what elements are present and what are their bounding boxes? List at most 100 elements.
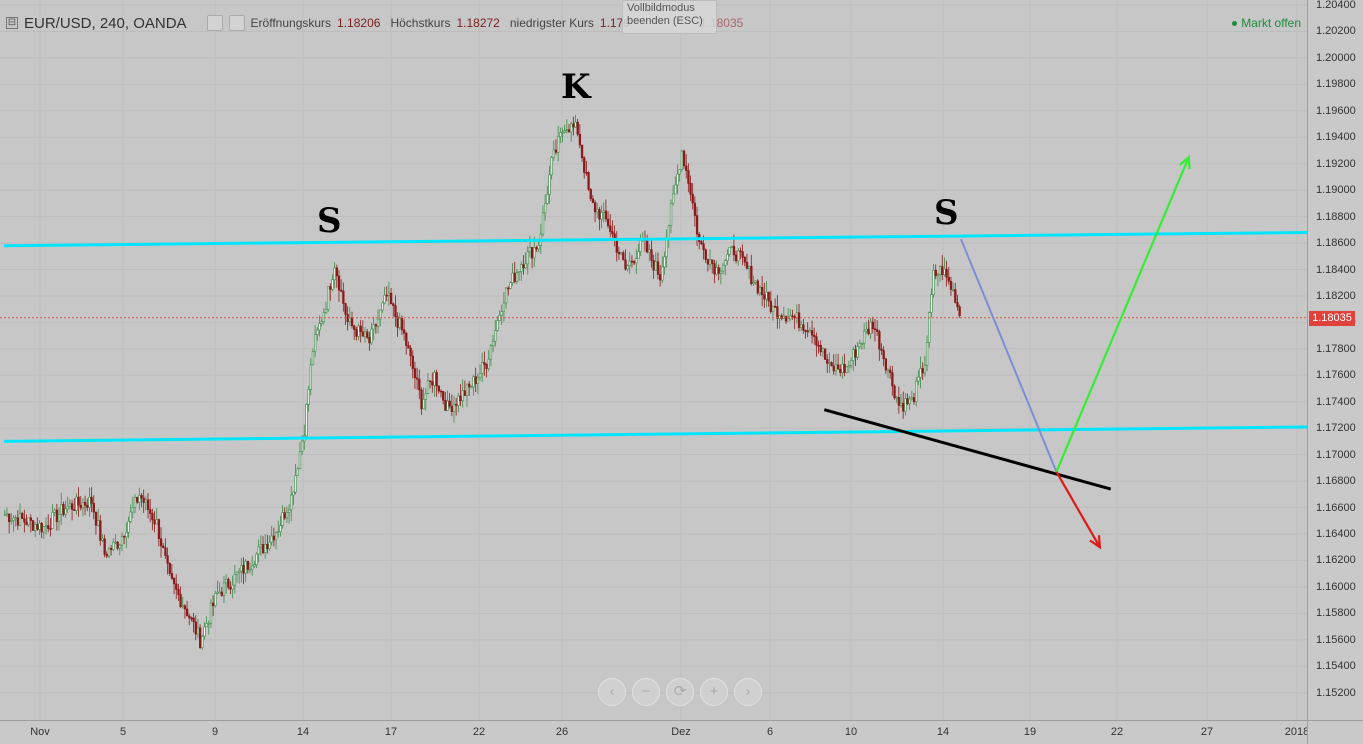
price-tick-label: 1.18200 — [1316, 289, 1356, 302]
candle-up — [422, 399, 425, 410]
price-axis[interactable]: 1.15200 1.15400 1.15600 1.15800 1.16000 1.162… — [1307, 0, 1363, 720]
candle-down — [598, 209, 601, 220]
time-tick-label: 17 — [384, 726, 398, 738]
candle-down — [353, 325, 356, 330]
candle-up — [619, 252, 623, 255]
candle-up — [320, 321, 323, 324]
candle-up — [930, 294, 933, 313]
scroll-right-icon[interactable]: › — [734, 678, 762, 706]
candle-up — [305, 403, 308, 437]
candle-up — [491, 340, 495, 347]
candle-up — [858, 343, 861, 348]
candle-down — [776, 306, 779, 319]
candle-down — [227, 578, 230, 588]
price-chart[interactable] — [0, 0, 1307, 720]
time-tick-label: 26 — [555, 726, 569, 738]
candle-down — [585, 172, 588, 174]
candle-down — [739, 250, 742, 253]
bullish-target-arrow-head — [1179, 154, 1191, 170]
time-tick-label: 22 — [1110, 726, 1124, 738]
candle-down — [956, 302, 959, 308]
candle-down — [604, 210, 608, 220]
candle-down — [572, 123, 575, 128]
price-tick-label: 1.17400 — [1316, 395, 1356, 408]
candle-down — [691, 193, 694, 204]
bearish-target-arrow-head — [1089, 535, 1102, 550]
candle-down — [463, 390, 467, 396]
candle-up — [856, 346, 859, 358]
candle-down — [802, 324, 805, 331]
candle-up — [307, 388, 310, 405]
candle-down — [750, 265, 753, 285]
scroll-left-icon[interactable]: ‹ — [598, 678, 626, 706]
candle-up — [771, 305, 775, 312]
candle-down — [140, 495, 143, 499]
zoom-out-icon[interactable]: − — [632, 678, 660, 706]
candle-down — [361, 331, 365, 337]
candle-down — [693, 202, 697, 216]
candle-up — [541, 212, 545, 235]
open-label: Eröffnungskurs — [250, 16, 332, 30]
zoom-in-icon[interactable]: + — [700, 678, 728, 706]
candle-down — [554, 149, 558, 153]
candle-up — [292, 491, 295, 496]
candle-down — [921, 368, 924, 374]
price-tick-label: 1.19800 — [1316, 78, 1356, 91]
candle-up — [524, 263, 527, 269]
candle-up — [38, 522, 41, 530]
candle-down — [435, 372, 438, 387]
candle-down — [711, 259, 714, 264]
price-tick-label: 1.17800 — [1316, 342, 1356, 355]
candle-down — [806, 330, 809, 333]
support-line — [823, 408, 1112, 491]
chart-area[interactable] — [0, 0, 1307, 720]
candle-up — [847, 365, 851, 368]
time-axis[interactable]: Nov 5 9 14 17 22 26 Dez 6 10 14 19 22 27 2018 — [0, 720, 1309, 744]
candle-up — [489, 345, 493, 360]
candle-up — [333, 267, 336, 280]
candle-down — [897, 397, 901, 406]
candle-down — [797, 312, 801, 328]
candle-up — [787, 318, 790, 322]
candle-up — [565, 129, 569, 132]
candle-down — [149, 509, 152, 514]
candle-up — [101, 538, 104, 541]
candle-down — [732, 245, 736, 256]
reset-icon[interactable]: ⟳ — [666, 678, 694, 706]
candle-up — [209, 602, 213, 624]
candle-up — [318, 323, 321, 331]
candle-down — [420, 389, 423, 410]
candle-down — [695, 215, 699, 235]
candle-up — [932, 269, 935, 295]
candle-up — [370, 328, 373, 344]
candle-down — [103, 538, 106, 555]
symbol-title[interactable]: EUR/USD, 240, OANDA — [24, 14, 187, 32]
candle-down — [431, 381, 434, 386]
candle-up — [426, 380, 430, 394]
time-tick-label: 14 — [296, 726, 310, 738]
candle-down — [199, 627, 202, 648]
price-tick-label: 1.15800 — [1316, 607, 1356, 620]
candle-up — [68, 503, 72, 507]
candle-up — [398, 317, 401, 328]
candle-up — [496, 320, 499, 331]
candle-up — [908, 398, 911, 405]
candle-up — [205, 623, 208, 628]
collapse-icon[interactable]: ⊟ — [6, 17, 18, 29]
candle-up — [255, 553, 258, 565]
candle-up — [277, 531, 280, 533]
settings-icon[interactable] — [228, 15, 245, 31]
candle-down — [62, 503, 65, 515]
visibility-icon[interactable] — [206, 15, 223, 31]
candle-down — [444, 399, 447, 411]
candle-up — [667, 225, 671, 240]
price-tick-label: 1.19200 — [1316, 157, 1356, 170]
candle-up — [387, 292, 391, 296]
candle-up — [886, 369, 890, 372]
candle-down — [83, 502, 87, 506]
candle-up — [602, 210, 605, 213]
candle-down — [179, 594, 182, 608]
candle-down — [385, 294, 388, 297]
time-tick-label: Dez — [671, 726, 691, 738]
candle-up — [637, 251, 640, 259]
